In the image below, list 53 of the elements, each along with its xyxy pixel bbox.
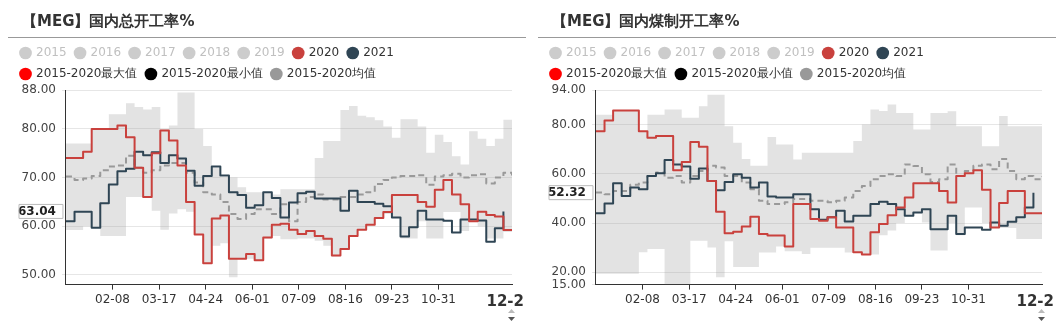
legend-label: 2020 (838, 45, 870, 60)
legend-label: 2015-2020均值 (816, 66, 907, 81)
y-tick-label: 60.00 (21, 218, 56, 233)
legend-label: 2020 (308, 45, 340, 60)
x-tick-label: 09-23 (904, 291, 940, 306)
y-tick-label: 80.00 (551, 116, 586, 131)
legend-label: 2015 (566, 45, 597, 60)
x-tick-label: 09-23 (374, 291, 410, 306)
y-tick-label: 60.00 (551, 165, 586, 180)
x-tick-label: 07-09 (281, 291, 317, 306)
legend-label: 2016 (620, 45, 652, 60)
y-tick-label: 20.00 (551, 264, 586, 279)
legend-label: 2015 (36, 45, 67, 60)
text: 12-2 (1016, 291, 1054, 310)
x-tick-label: 10-31 (951, 291, 986, 306)
x-tick-label: 06-01 (234, 291, 270, 306)
x-tick-label: 04-24 (188, 291, 224, 306)
x-tick-label: 06-01 (764, 291, 800, 306)
legend-label: 2018 (199, 45, 231, 60)
y-tick-label: 52.32 (547, 184, 586, 199)
x-tick-label: 03-17 (141, 291, 177, 306)
legend-label: 2015-2020最小值 (691, 66, 793, 81)
chart-title: 【MEG】国内煤制开工率% (538, 8, 1056, 38)
y-tick-label: 88.00 (21, 82, 56, 97)
legend-label: 2015-2020最小值 (161, 66, 263, 81)
legend-label: 2016 (90, 45, 122, 60)
legend-label: 2017 (675, 45, 706, 60)
y-tick-label: 15.00 (551, 276, 586, 291)
x-tick-label: 10-31 (421, 291, 456, 306)
text: 12-2 (486, 291, 524, 310)
x-tick-label: 03-17 (671, 291, 707, 306)
y-tick-label: 63.04 (17, 203, 56, 218)
y-tick-label: 80.00 (21, 121, 56, 136)
x-tick-label: 02-08 (95, 291, 130, 306)
y-tick-label: 40.00 (551, 215, 586, 230)
x-tick-label: 08-16 (857, 291, 893, 306)
legend-label: 2021 (893, 45, 924, 60)
x-tick-label: 08-16 (327, 291, 363, 306)
legend-label: 2015-2020最大值 (36, 66, 138, 81)
y-tick-label: 70.00 (21, 169, 56, 184)
legend-label: 2017 (145, 45, 176, 60)
chart-title: 【MEG】国内总开工率% (8, 8, 526, 38)
x-tick-label: 07-09 (811, 291, 847, 306)
legend-label: 2018 (729, 45, 761, 60)
legend-label: 2021 (363, 45, 394, 60)
legend-label: 2015-2020最大值 (566, 66, 668, 81)
legend-label: 2019 (254, 45, 285, 60)
x-tick-label: 04-24 (718, 291, 754, 306)
y-tick-label: 50.00 (21, 266, 56, 281)
legend-label: 2015-2020均值 (286, 66, 377, 81)
legend-label: 2019 (784, 45, 815, 60)
y-tick-label: 94.00 (551, 82, 586, 97)
x-tick-label: 02-08 (625, 291, 660, 306)
